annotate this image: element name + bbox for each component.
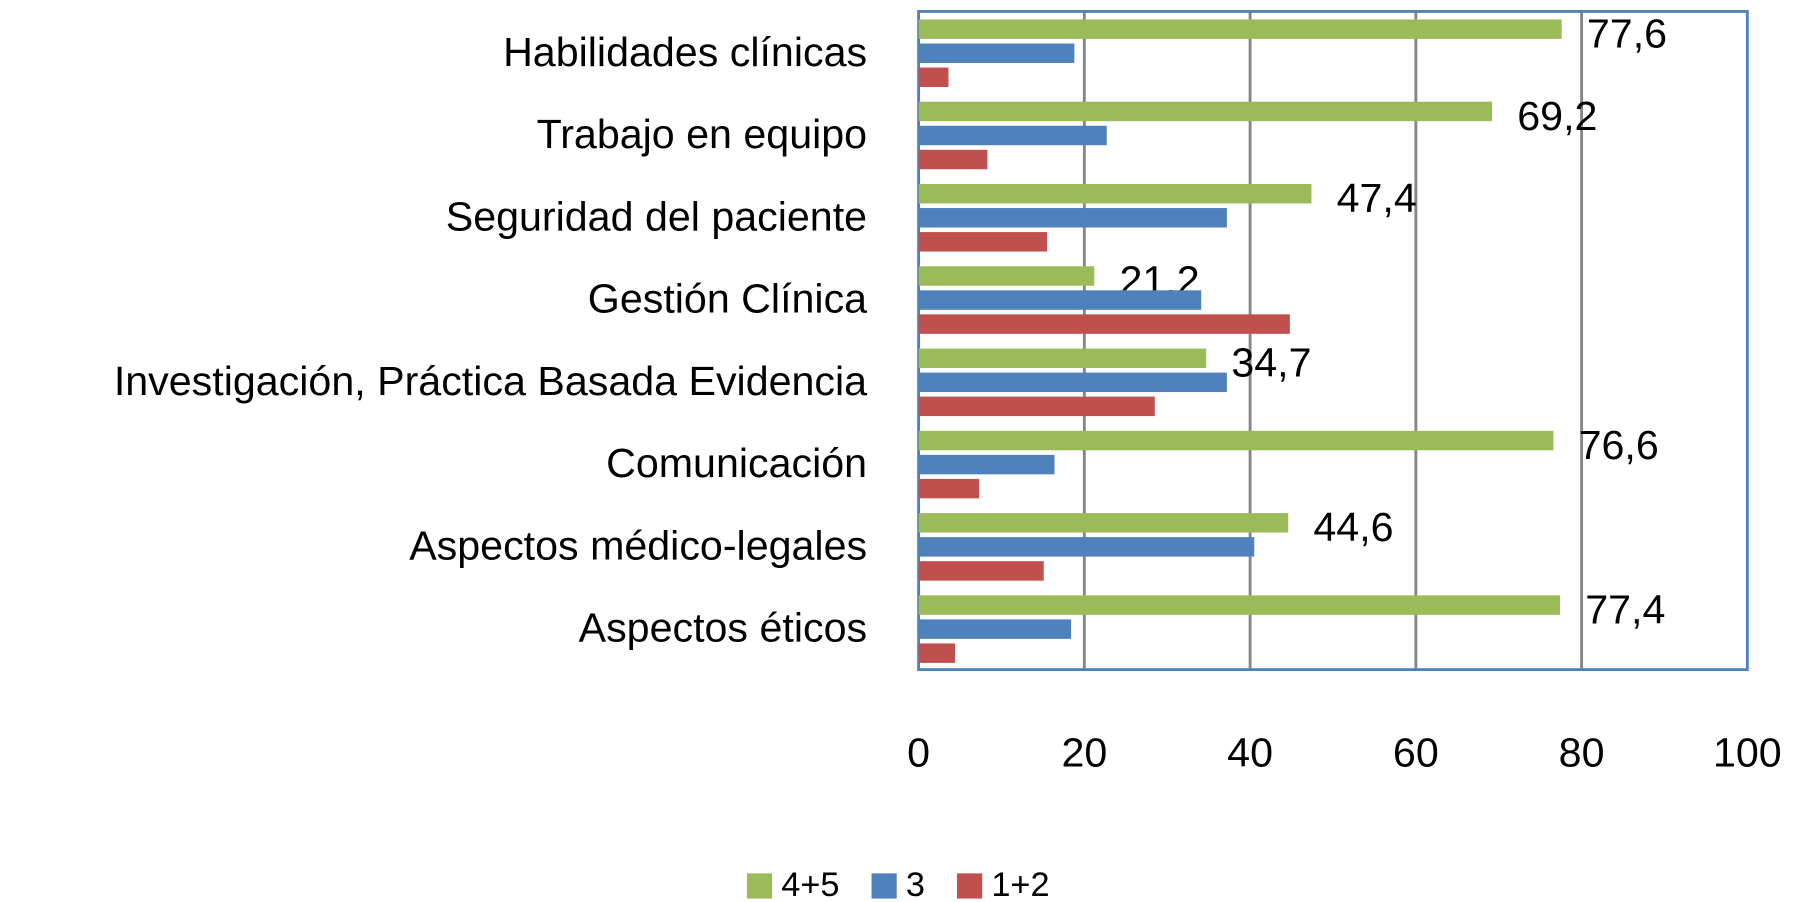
bar: [918, 643, 956, 663]
bar: [918, 513, 1289, 533]
legend-label: 4+5: [781, 866, 839, 902]
y-tick-label: Habilidades clínicas: [503, 29, 867, 75]
legend-label: 3: [906, 866, 925, 902]
bar: [918, 208, 1227, 228]
bar: [918, 101, 1493, 122]
bar: [918, 43, 1075, 63]
bar: [918, 478, 980, 499]
bar: [918, 290, 1202, 310]
bar: [918, 595, 1561, 615]
legend-swatch: [957, 873, 983, 899]
x-tick-label: 60: [1393, 729, 1439, 775]
y-tick-label: Seguridad del paciente: [446, 193, 867, 239]
data-label: 69,2: [1517, 93, 1597, 139]
bar: [918, 232, 1048, 252]
bar: [918, 430, 1554, 451]
x-tick-label: 0: [907, 729, 930, 775]
bar: [918, 149, 988, 170]
data-label: 77,6: [1587, 11, 1667, 57]
bar: [918, 454, 1055, 475]
bar: [918, 125, 1107, 146]
bar: [918, 266, 1095, 286]
data-label: 47,4: [1337, 175, 1417, 221]
bar: [918, 67, 949, 87]
bar: [918, 561, 1044, 581]
y-tick-label: Investigación, Práctica Basada Evidencia: [114, 358, 867, 404]
bar: [918, 19, 1562, 39]
x-tick-label: 80: [1559, 729, 1605, 775]
bar: [918, 184, 1312, 204]
y-tick-label: Aspectos médico-legales: [409, 522, 867, 568]
data-label: 34,7: [1231, 340, 1311, 386]
legend-swatch: [871, 873, 897, 899]
bar: [918, 537, 1255, 557]
plot-border: [917, 10, 1749, 672]
bar: [918, 348, 1207, 369]
x-tick-label: 40: [1227, 729, 1273, 775]
y-tick-label: Gestión Clínica: [588, 276, 867, 322]
data-label: 77,4: [1585, 586, 1665, 632]
x-tick-label: 100: [1713, 729, 1782, 775]
bar: [918, 396, 1155, 417]
legend-swatch: [746, 873, 773, 899]
bar: [918, 372, 1227, 393]
x-tick-label: 20: [1061, 729, 1107, 775]
bar: [918, 619, 1072, 639]
y-tick-label: Aspectos éticos: [579, 605, 867, 651]
bar: [918, 314, 1290, 334]
y-tick-label: Trabajo en equipo: [537, 111, 868, 157]
data-label: 76,6: [1579, 422, 1659, 468]
legend-label: 1+2: [991, 866, 1049, 902]
y-tick-label: Comunicación: [606, 440, 867, 486]
data-label: 44,6: [1313, 504, 1393, 550]
